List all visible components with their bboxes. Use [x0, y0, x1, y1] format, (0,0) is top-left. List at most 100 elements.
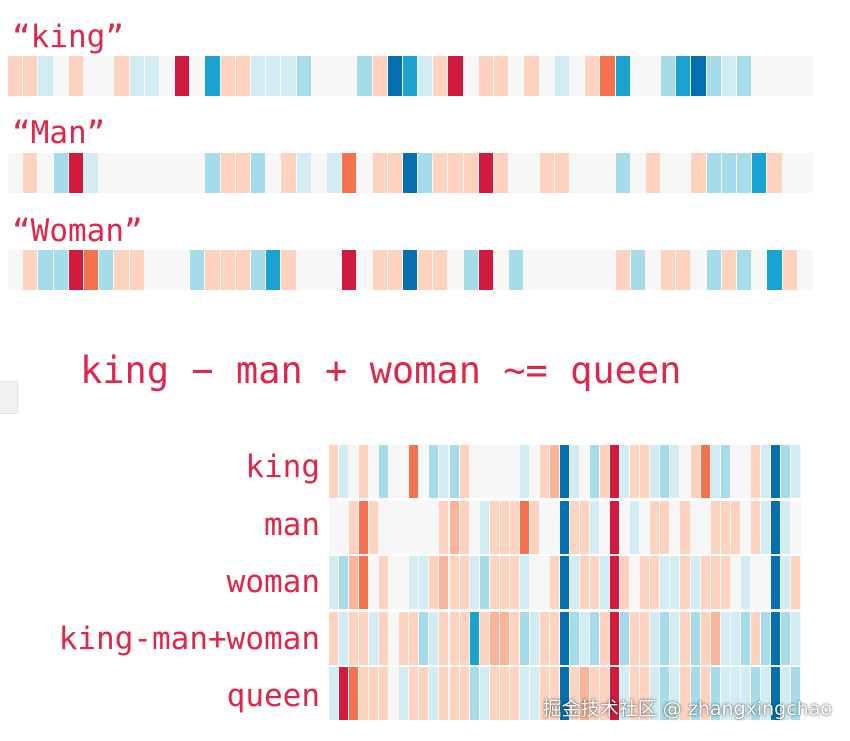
- grid-cell: [459, 500, 469, 554]
- grid-cell: [429, 611, 439, 665]
- grid-cell: [459, 611, 469, 665]
- embedding-cell: [175, 250, 190, 290]
- grid-cell: [359, 667, 369, 720]
- grid-cell: [710, 556, 720, 609]
- grid-cell: [399, 500, 409, 554]
- embedding-cell: [266, 56, 281, 96]
- grid-cell: [509, 556, 519, 609]
- embedding-cell: [448, 153, 463, 193]
- grid-cell: [439, 611, 449, 665]
- grid-cell: [770, 611, 780, 665]
- grid-row: [329, 556, 801, 609]
- grid-cell: [379, 500, 389, 554]
- embedding-cell: [83, 250, 99, 290]
- embedding-cell: [296, 153, 311, 193]
- grid-cell: [590, 611, 600, 665]
- embedding-cell: [676, 56, 691, 96]
- grid-cell: [499, 556, 509, 609]
- embedding-cell: [676, 250, 691, 290]
- grid-cell: [650, 556, 660, 609]
- grid-cell: [499, 611, 509, 665]
- embedding-cell: [326, 153, 342, 193]
- embedding-cell: [737, 250, 752, 290]
- embedding-cell: [478, 56, 494, 96]
- embedding-cell: [53, 250, 68, 290]
- grid-cell: [570, 445, 580, 498]
- grid-cell: [580, 445, 590, 498]
- embedding-cell: [220, 250, 235, 290]
- grid-cell: [620, 556, 630, 609]
- grid-cell: [780, 556, 790, 609]
- embedding-cell: [68, 56, 83, 96]
- row-label-king: king: [245, 449, 320, 485]
- grid-cell: [539, 611, 549, 665]
- grid-cell: [640, 500, 650, 554]
- embedding-cell: [661, 153, 676, 193]
- embedding-cell: [23, 56, 38, 96]
- grid-cell: [389, 556, 399, 609]
- embedding-cell: [600, 56, 615, 96]
- embedding-cell: [23, 153, 38, 193]
- grid-cell: [469, 611, 479, 665]
- embedding-cell: [737, 153, 752, 193]
- embedding-cell: [159, 56, 175, 96]
- embedding-cell: [691, 153, 706, 193]
- grid-cell: [670, 556, 680, 609]
- embedding-cell: [190, 153, 205, 193]
- grid-cell: [660, 667, 670, 720]
- grid-cell: [760, 667, 770, 720]
- grid-cell: [379, 445, 389, 498]
- grid-cell: [690, 556, 700, 609]
- grid-cell: [329, 667, 339, 720]
- grid-cell: [509, 667, 519, 720]
- embedding-cell: [691, 250, 706, 290]
- grid-cell: [720, 611, 730, 665]
- embedding-cell: [266, 250, 281, 290]
- grid-cell: [720, 667, 730, 720]
- grid-cell: [479, 500, 489, 554]
- grid-cell: [630, 500, 640, 554]
- grid-cell: [469, 500, 479, 554]
- embedding-cell: [205, 250, 220, 290]
- embedding-cell: [524, 250, 539, 290]
- grid-cell: [329, 500, 339, 554]
- grid-cell: [660, 611, 670, 665]
- grid-cell: [349, 445, 359, 498]
- grid-cell: [439, 500, 449, 554]
- grid-cell: [710, 445, 720, 498]
- grid-cell: [559, 445, 569, 498]
- grid-cell: [570, 667, 580, 720]
- grid-cell: [329, 445, 339, 498]
- grid-cell: [529, 611, 539, 665]
- grid-cell: [630, 556, 640, 609]
- grid-cell: [680, 667, 690, 720]
- embedding-strip-woman: [8, 250, 813, 290]
- embedding-cell: [418, 56, 433, 96]
- embedding-cell: [782, 250, 797, 290]
- embedding-cell: [387, 153, 402, 193]
- grid-cell: [680, 611, 690, 665]
- grid-cell: [610, 556, 620, 609]
- grid-cell: [650, 667, 660, 720]
- embedding-cell: [387, 250, 402, 290]
- embedding-cell: [311, 153, 326, 193]
- embedding-cell: [463, 56, 478, 96]
- grid-cell: [790, 611, 800, 665]
- embedding-cell: [661, 56, 676, 96]
- grid-cell: [549, 556, 559, 609]
- grid-cell: [379, 611, 389, 665]
- grid-row: [329, 500, 801, 554]
- grid-cell: [650, 611, 660, 665]
- grid-cell: [339, 556, 349, 609]
- embedding-cell: [326, 250, 342, 290]
- grid-cell: [559, 667, 569, 720]
- grid-cell: [750, 556, 760, 609]
- embedding-cell: [554, 250, 569, 290]
- embedding-cell: [600, 250, 615, 290]
- embedding-cell: [615, 56, 630, 96]
- grid-cell: [399, 445, 409, 498]
- grid-cell: [359, 500, 369, 554]
- embedding-cell: [676, 153, 691, 193]
- embedding-cell: [630, 56, 645, 96]
- grid-cell: [760, 500, 770, 554]
